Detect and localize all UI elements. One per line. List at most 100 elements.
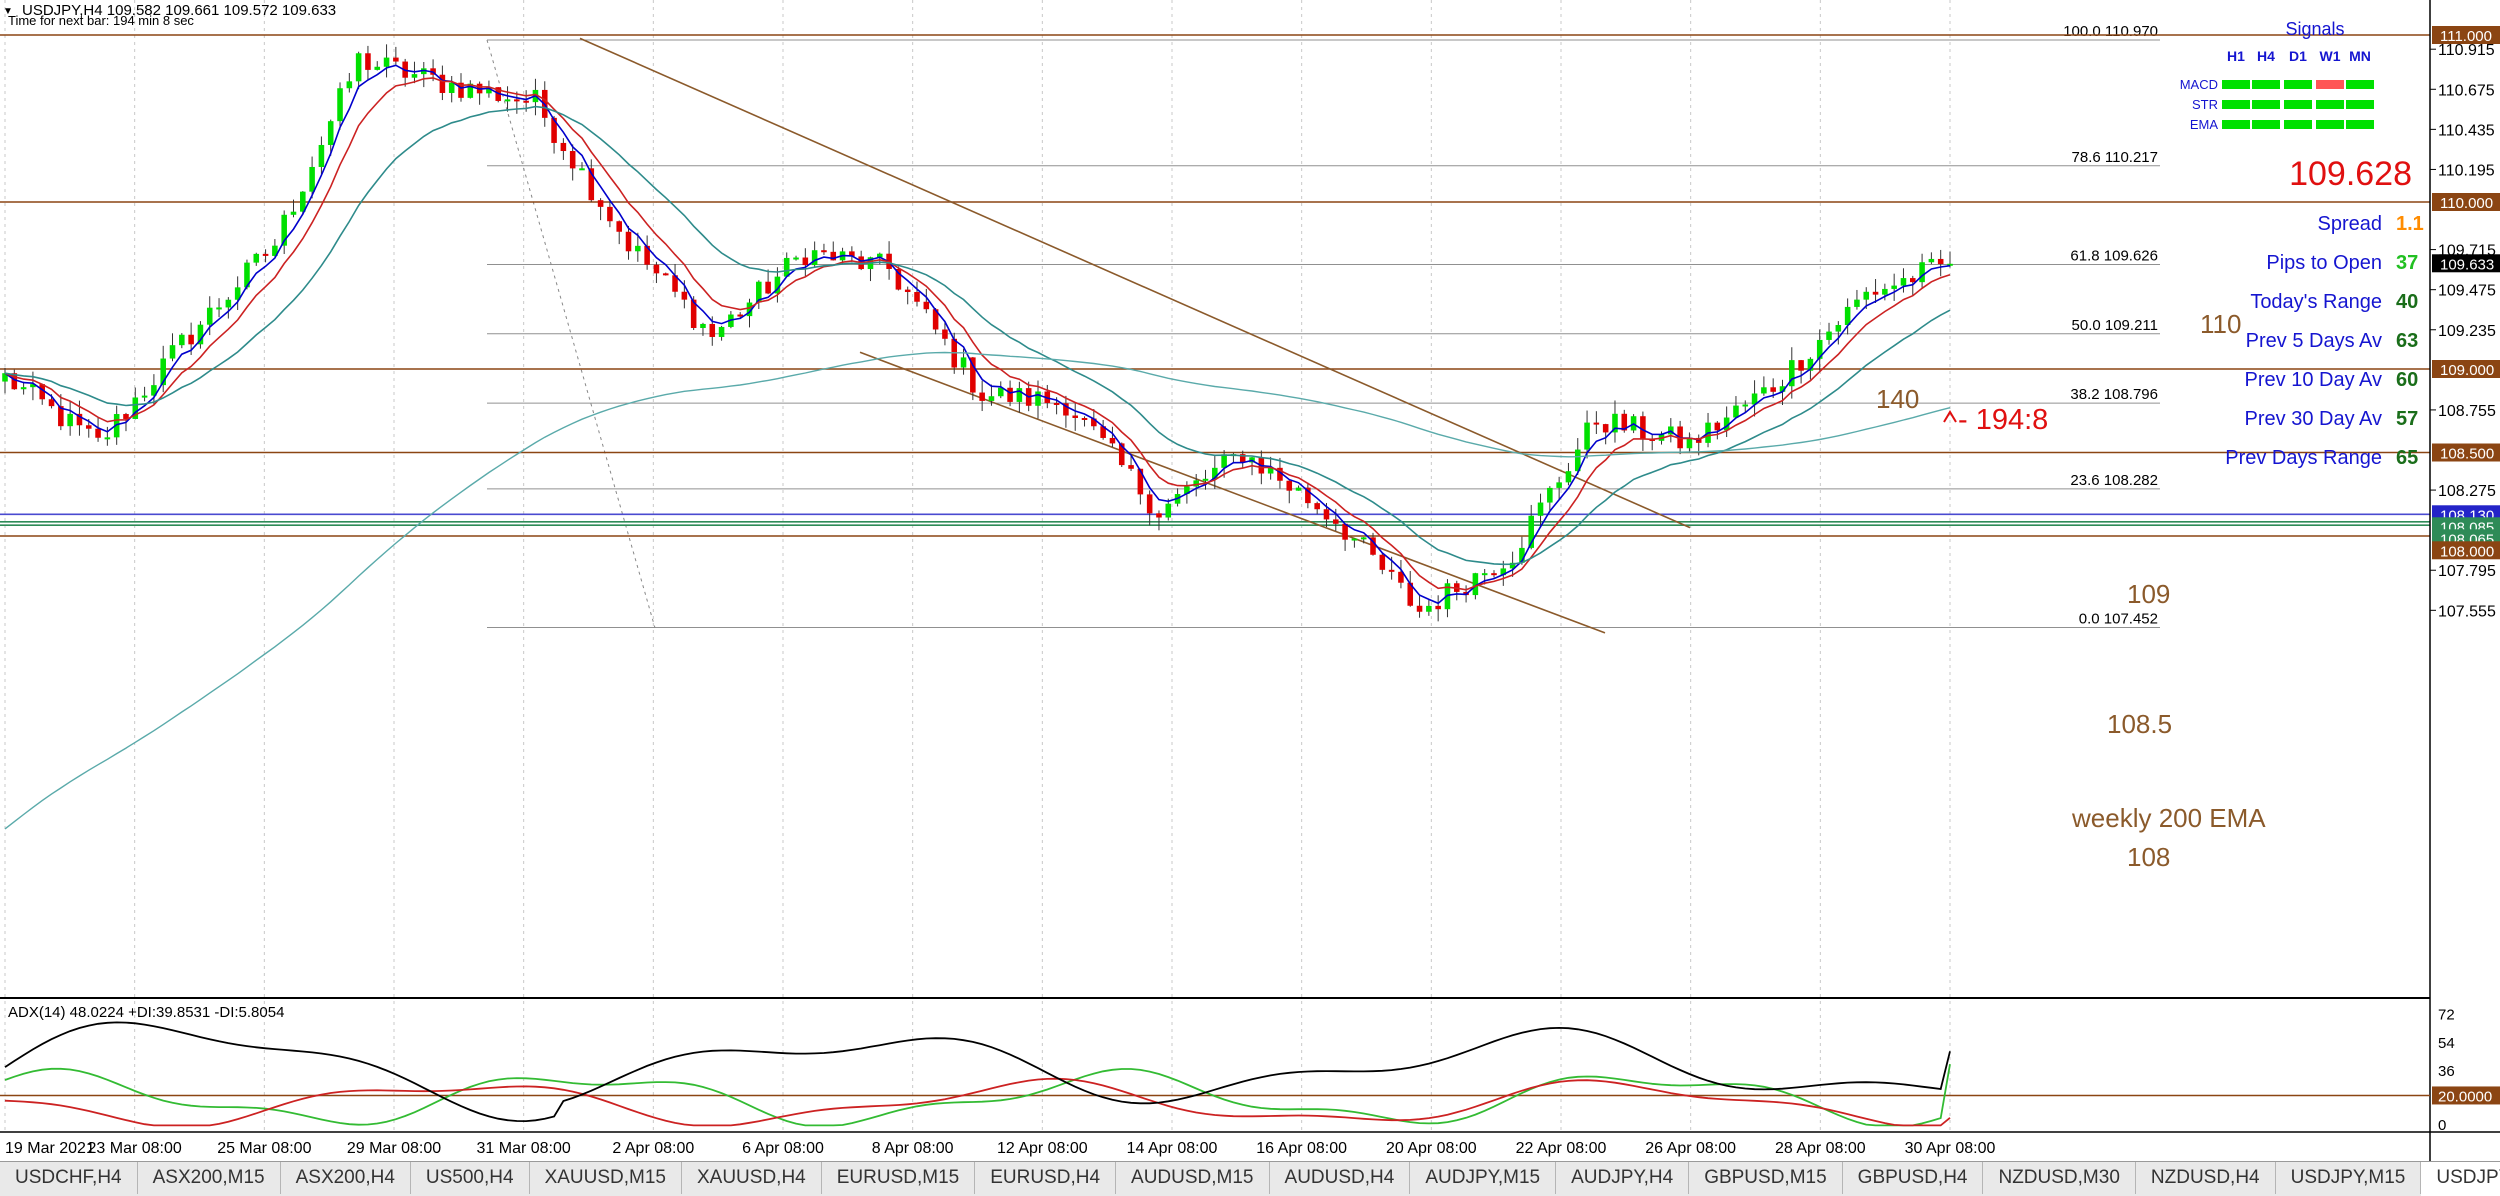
symbol-tab[interactable]: NZDUSD,H4 xyxy=(2136,1162,2276,1194)
candle-body xyxy=(765,281,771,294)
candle xyxy=(849,246,855,263)
candle xyxy=(67,401,73,436)
candle xyxy=(20,381,27,395)
candle-body xyxy=(830,251,837,261)
price-label: 110.915 xyxy=(2438,42,2495,59)
signal-row-label: EMA xyxy=(2190,117,2219,132)
candle xyxy=(1016,381,1023,413)
price-box-label: 111.000 xyxy=(2440,28,2492,45)
signal-indicator xyxy=(2222,100,2250,109)
candle-body xyxy=(1742,404,1749,407)
price-box: 111.000 xyxy=(2432,26,2500,45)
candle-body xyxy=(811,250,818,266)
candle-body xyxy=(1435,605,1441,610)
candle xyxy=(1407,571,1414,607)
candle-body xyxy=(877,253,883,258)
symbol-tab[interactable]: AUDUSD,H4 xyxy=(1270,1162,1411,1194)
candle-body xyxy=(653,264,660,274)
symbol-tab[interactable]: AUDUSD,M15 xyxy=(1116,1162,1270,1194)
symbol-tab[interactable]: GBPUSD,M15 xyxy=(1689,1162,1843,1194)
candle-body xyxy=(160,358,166,386)
candle xyxy=(1640,411,1646,451)
price-box: 109.633 xyxy=(2432,254,2500,273)
symbol-tab[interactable]: USDCHF,H4 xyxy=(0,1162,138,1194)
price-label: 109.235 xyxy=(2438,323,2496,340)
candle xyxy=(1342,523,1348,551)
symbol-tab[interactable]: USDJPY,M15 xyxy=(2276,1162,2422,1194)
time-label: 31 Mar 08:00 xyxy=(477,1140,571,1157)
time-label: 29 Mar 08:00 xyxy=(347,1140,441,1157)
candle xyxy=(793,255,799,261)
symbol-tab[interactable]: AUDJPY,M15 xyxy=(1410,1162,1557,1194)
candle xyxy=(597,198,604,221)
stat-label: Prev 5 Days Av xyxy=(2246,330,2382,352)
candle xyxy=(1481,568,1488,585)
candle xyxy=(635,232,641,262)
adx-axis-label: 36 xyxy=(2438,1063,2455,1080)
candle-body xyxy=(169,345,176,359)
candle-body xyxy=(662,273,669,276)
price-label: 110.195 xyxy=(2438,162,2495,179)
symbol-tab[interactable]: GBPUSD,H4 xyxy=(1843,1162,1984,1194)
candle xyxy=(504,86,511,112)
candle xyxy=(1556,476,1562,500)
candle-body xyxy=(1481,573,1488,576)
price-chart[interactable]: 100.0 110.970 78.6 110.217 61.8 109.626 50.… xyxy=(0,0,2500,1162)
candle-body xyxy=(1314,503,1320,510)
symbol-tab[interactable]: AUDJPY,H4 xyxy=(1556,1162,1690,1194)
candle xyxy=(1742,400,1749,413)
candle-body xyxy=(756,281,762,303)
candle xyxy=(1416,595,1423,618)
candle xyxy=(653,261,660,284)
ema-slow-line xyxy=(4,105,1951,566)
candle-body xyxy=(607,206,613,222)
candle xyxy=(1314,501,1320,515)
candle xyxy=(1165,498,1172,521)
candle-body xyxy=(281,214,287,246)
candle xyxy=(1333,508,1339,531)
candle-body xyxy=(1277,467,1283,481)
candle xyxy=(1686,432,1693,452)
symbol-tab[interactable]: ASX200,H4 xyxy=(281,1162,411,1194)
price-label: 109.475 xyxy=(2438,283,2496,300)
candle-body xyxy=(690,299,697,328)
time-label: 26 Apr 08:00 xyxy=(1645,1140,1736,1157)
candle-body xyxy=(1882,288,1888,295)
symbol-tab-bar: USDCHF,H4 ASX200,M15 ASX200,H4 US500,H4 XAUU… xyxy=(0,1161,2500,1196)
symbol-tab[interactable]: EURUSD,M15 xyxy=(822,1162,976,1194)
candle-body xyxy=(467,83,474,98)
candle xyxy=(1295,485,1302,491)
signal-indicator xyxy=(2284,80,2312,89)
symbol-tab[interactable]: US500,H4 xyxy=(411,1162,530,1194)
symbol-tab[interactable]: USDJPY,H4 xyxy=(2421,1162,2500,1196)
time-label: 30 Apr 08:00 xyxy=(1905,1140,1996,1157)
candle-body xyxy=(923,301,930,310)
price-box: 110.000 xyxy=(2432,193,2500,212)
candle xyxy=(383,44,390,78)
candle xyxy=(1426,599,1432,616)
candle-body xyxy=(1733,405,1739,418)
candle-body xyxy=(1509,562,1516,569)
collapse-triangle-icon[interactable]: ▼ xyxy=(3,6,13,17)
symbol-tab[interactable]: ASX200,M15 xyxy=(138,1162,281,1194)
candle xyxy=(300,191,306,216)
candle-body xyxy=(85,425,92,429)
candle-body xyxy=(104,437,111,440)
signal-row-label: STR xyxy=(2192,97,2218,112)
adx-level-box-bg xyxy=(2432,1086,2500,1105)
signal-indicator xyxy=(2252,100,2280,109)
time-label: 14 Apr 08:00 xyxy=(1127,1140,1218,1157)
candle-body xyxy=(272,245,278,256)
symbol-tab[interactable]: XAUUSD,H4 xyxy=(682,1162,822,1194)
adx-minus-di-line xyxy=(4,1077,1951,1127)
candle-body xyxy=(1789,360,1795,387)
adx-axis-label: 72 xyxy=(2438,1006,2455,1023)
candle-body xyxy=(48,399,55,407)
price-label: 110.675 xyxy=(2438,82,2495,99)
symbol-tab[interactable]: EURUSD,H4 xyxy=(975,1162,1117,1194)
symbol-tab[interactable]: XAUUSD,M15 xyxy=(530,1162,682,1194)
price-box: 109.000 xyxy=(2432,360,2500,379)
candle-body xyxy=(1872,291,1879,295)
candle-body xyxy=(783,257,790,277)
symbol-tab[interactable]: NZDUSD,M30 xyxy=(1983,1162,2136,1194)
